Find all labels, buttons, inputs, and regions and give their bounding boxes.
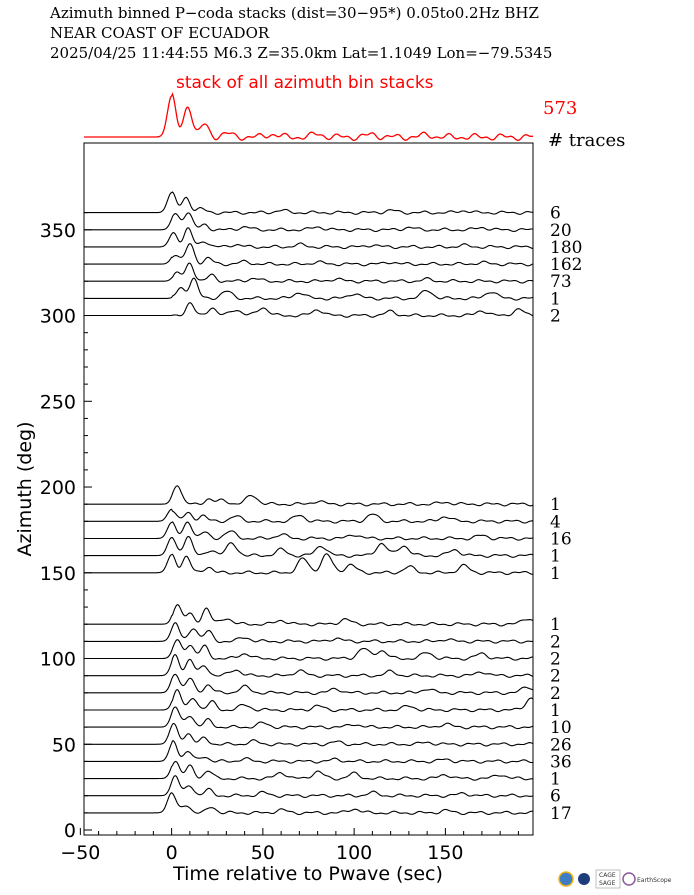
trace-count-label: 73 — [550, 272, 572, 292]
trace-count-label: 162 — [550, 255, 582, 275]
trace-azimuth-330 — [84, 243, 534, 267]
trace-count-label: 1 — [550, 547, 561, 567]
cage-sage-logo-box — [595, 869, 621, 889]
trace-count-label: 1 — [550, 615, 561, 635]
trace-azimuth-60 — [84, 706, 534, 730]
trace-count-label: 36 — [550, 752, 572, 772]
trace-azimuth-350 — [84, 212, 534, 233]
trace-azimuth-170 — [84, 521, 534, 541]
trace-azimuth-30 — [84, 760, 534, 781]
doe-logo-icon — [578, 873, 590, 885]
summary-stack-trace — [84, 92, 534, 142]
trace-azimuth-360 — [84, 191, 534, 215]
trace-count-label: 1 — [550, 770, 561, 790]
trace-azimuth-10 — [84, 792, 533, 816]
trace-azimuth-40 — [84, 740, 534, 764]
y-tick-label: 350 — [40, 220, 76, 242]
logo-strip: CAGE SAGE EarthScope — [558, 869, 672, 889]
summary-stack-label: stack of all azimuth bin stacks — [176, 73, 434, 93]
trace-azimuth-20 — [84, 775, 534, 798]
y-tick-label: 100 — [40, 649, 76, 671]
trace-azimuth-110 — [84, 622, 533, 644]
trace-count-label: 17 — [550, 804, 572, 824]
y-tick-label: 200 — [40, 477, 76, 499]
trace-azimuth-320 — [84, 262, 534, 284]
y-tick-label: 300 — [40, 306, 76, 328]
trace-count-label: 180 — [550, 238, 582, 258]
trace-count-label: 1 — [550, 701, 561, 721]
x-tick-label: 100 — [336, 842, 372, 864]
x-tick-label: 0 — [166, 842, 178, 864]
y-tick-label: 150 — [40, 563, 76, 585]
trace-count-label: 6 — [550, 204, 561, 224]
trace-count-label: 16 — [550, 530, 572, 550]
trace-azimuth-70 — [84, 688, 534, 713]
trace-count-label: 26 — [550, 735, 572, 755]
trace-count-label: 1 — [550, 564, 561, 584]
trace-count-label: 1 — [550, 495, 561, 515]
header-event-info: 2025/04/25 11:44:55 M6.3 Z=35.0km Lat=1.… — [50, 44, 552, 62]
x-axis-label: Time relative to Pwave (sec) — [172, 863, 443, 885]
trace-azimuth-310 — [84, 277, 534, 301]
trace-count-label: 2 — [550, 667, 561, 687]
trace-count-label: 1 — [550, 289, 561, 309]
trace-azimuth-340 — [84, 227, 534, 250]
header-title: Azimuth binned P−coda stacks (dist=30−95… — [49, 4, 539, 22]
trace-count-header: # traces — [548, 130, 625, 151]
trace-azimuth-150 — [84, 553, 533, 576]
trace-azimuth-190 — [84, 485, 534, 507]
header-region: NEAR COAST OF ECUADOR — [50, 24, 270, 42]
summary-stack-count: 573 — [543, 98, 577, 119]
y-axis-label: Azimuth (deg) — [14, 422, 36, 557]
trace-count-label: 6 — [550, 787, 561, 807]
trace-azimuth-120 — [84, 604, 534, 627]
y-tick-label: 50 — [52, 734, 76, 756]
trace-count-label: 20 — [550, 221, 572, 241]
plot-frame — [83, 142, 534, 836]
trace-azimuth-300 — [84, 302, 534, 318]
y-tick-label: 0 — [64, 820, 76, 842]
trace-azimuth-160 — [84, 536, 534, 558]
x-tick-label: 50 — [251, 842, 275, 864]
earthscope-logo-text: EarthScope — [637, 877, 672, 884]
trace-count-label: 2 — [550, 684, 561, 704]
earthscope-logo-icon — [622, 872, 636, 886]
trace-count-label: 2 — [550, 307, 561, 327]
trace-azimuth-180 — [84, 508, 534, 524]
sage-logo-text: SAGE — [599, 880, 616, 887]
nsf-logo-icon — [558, 871, 574, 887]
trace-count-label: 2 — [550, 632, 561, 652]
trace-count-label: 4 — [550, 512, 561, 532]
y-tick-label: 250 — [40, 391, 76, 413]
cage-logo-text: CAGE — [599, 872, 616, 879]
trace-azimuth-80 — [84, 673, 534, 696]
trace-group — [84, 191, 534, 816]
x-tick-label: −50 — [60, 842, 100, 864]
trace-count-label: 10 — [550, 718, 572, 738]
trace-azimuth-50 — [84, 722, 534, 747]
x-tick-label: 150 — [427, 842, 463, 864]
trace-azimuth-100 — [84, 639, 534, 661]
trace-azimuth-90 — [84, 653, 534, 678]
trace-count-label: 2 — [550, 650, 561, 670]
